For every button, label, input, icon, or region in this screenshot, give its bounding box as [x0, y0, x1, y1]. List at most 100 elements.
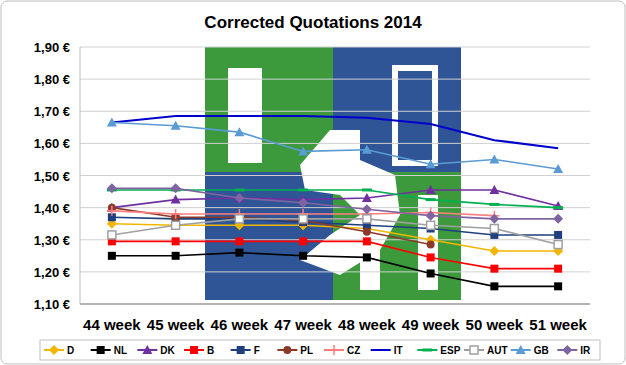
legend-marker — [516, 345, 526, 354]
legend-marker — [283, 346, 291, 354]
y-tick-label: 1,20 € — [34, 265, 70, 280]
grid-line — [80, 207, 590, 208]
point — [490, 282, 498, 290]
series-line — [112, 116, 558, 148]
series — [112, 116, 558, 148]
x-tick-label: 47 week — [274, 316, 332, 333]
point — [554, 241, 562, 249]
legend-key — [371, 349, 391, 351]
series — [108, 237, 562, 272]
point — [234, 193, 244, 202]
point — [171, 220, 181, 230]
grid-line — [80, 47, 590, 48]
legend-marker — [142, 345, 152, 354]
title: Corrected Quotations 2014 — [204, 13, 422, 32]
series — [108, 215, 562, 249]
plot-area — [107, 116, 563, 290]
point — [234, 188, 244, 191]
point — [363, 215, 371, 223]
legend-label: D — [67, 345, 74, 356]
point — [554, 282, 562, 290]
x-tick-label: 49 week — [402, 316, 460, 333]
point — [489, 203, 499, 206]
legend-label: DK — [160, 345, 175, 356]
point — [554, 231, 562, 239]
point — [107, 183, 117, 193]
point — [235, 215, 243, 223]
point — [171, 121, 181, 130]
point — [298, 198, 308, 208]
point — [108, 231, 116, 239]
legend: DNLDKBFPLCZITESPAUTGBIR — [40, 340, 600, 360]
point — [362, 188, 372, 191]
point — [363, 228, 371, 236]
y-axis — [80, 47, 81, 304]
point — [172, 237, 180, 245]
y-tick-label: 1,40 € — [34, 201, 70, 216]
legend-marker — [562, 345, 572, 355]
point — [235, 215, 243, 223]
series-line — [112, 219, 558, 245]
grid-line — [80, 304, 590, 305]
point — [171, 209, 181, 219]
x-tick-label: 44 week — [83, 316, 141, 333]
point — [426, 211, 436, 221]
logo — [205, 47, 461, 300]
point — [426, 198, 436, 201]
legend-marker — [237, 346, 245, 354]
grid-line — [80, 111, 590, 112]
chart-frame — [1, 1, 625, 364]
point — [298, 146, 308, 155]
grid-line — [80, 271, 590, 272]
legend-marker — [329, 345, 339, 355]
point — [171, 195, 181, 204]
point — [489, 154, 499, 163]
chart: Corrected Quotations 2014 1,10 € 1,20 € 1,3… — [0, 0, 626, 365]
point — [362, 193, 372, 202]
x-tick-label: 50 week — [466, 316, 524, 333]
point — [489, 185, 499, 194]
point — [426, 185, 436, 194]
point — [299, 252, 307, 260]
point — [172, 252, 180, 260]
point — [299, 215, 307, 223]
series-line — [112, 241, 558, 268]
legend-label: F — [254, 345, 260, 356]
series-line — [112, 253, 558, 287]
point — [489, 214, 499, 224]
point — [553, 164, 563, 173]
point — [363, 237, 371, 245]
point — [489, 246, 499, 256]
logo-letter — [395, 68, 435, 163]
point — [427, 221, 435, 229]
point — [298, 188, 308, 191]
point — [553, 206, 563, 209]
x-axis — [80, 304, 590, 305]
point — [234, 127, 244, 136]
point — [427, 253, 435, 261]
point — [107, 117, 117, 126]
series — [107, 117, 563, 173]
series-line — [112, 188, 558, 219]
legend-label: AUT — [487, 345, 508, 356]
legend-label: ESP — [440, 345, 460, 356]
point — [427, 241, 435, 249]
x-tick-label: 45 week — [147, 316, 205, 333]
point — [362, 145, 372, 154]
legend-box — [40, 340, 600, 360]
y-tick-label: 1,90 € — [34, 40, 70, 55]
grid-line — [80, 239, 590, 240]
point — [427, 269, 435, 277]
legend-marker — [190, 346, 198, 354]
grid-line — [80, 79, 590, 80]
legend-label: GB — [534, 345, 549, 356]
y-tick-label: 1,10 € — [34, 297, 70, 312]
legend-marker — [422, 349, 432, 352]
point — [554, 265, 562, 273]
legend-label: B — [207, 345, 214, 356]
logo-letter — [360, 195, 380, 290]
point — [553, 214, 563, 224]
y-tick-label: 1,30 € — [34, 233, 70, 248]
x-tick-label: 48 week — [338, 316, 396, 333]
point — [107, 206, 117, 216]
